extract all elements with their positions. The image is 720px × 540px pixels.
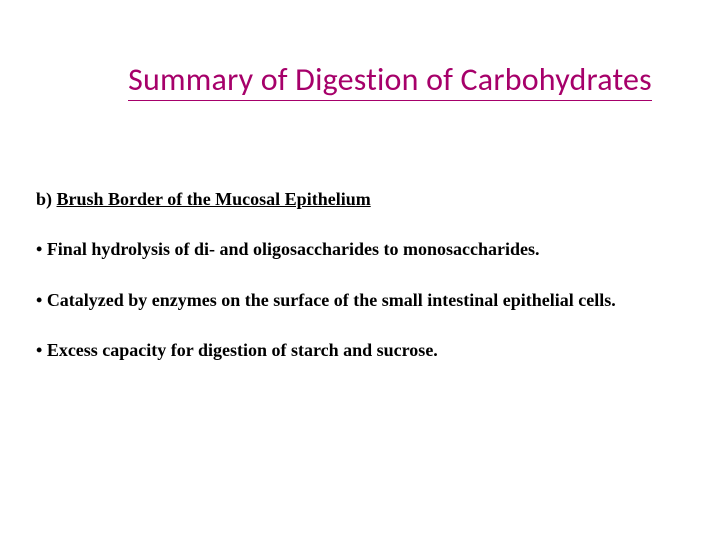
list-item: • Excess capacity for digestion of starc… (36, 339, 684, 362)
bullet-marker: • (36, 290, 42, 310)
section-subheading: b) Brush Border of the Mucosal Epitheliu… (36, 189, 684, 210)
list-item: • Catalyzed by enzymes on the surface of… (36, 289, 684, 312)
bullet-text: Excess capacity for digestion of starch … (47, 340, 438, 360)
list-item: • Final hydrolysis of di- and oligosacch… (36, 238, 684, 261)
slide-container: Summary of Digestion of Carbohydrates b)… (0, 0, 720, 540)
bullet-text: Final hydrolysis of di- and oligosacchar… (47, 239, 540, 259)
slide-title: Summary of Digestion of Carbohydrates (36, 60, 684, 99)
bullet-marker: • (36, 340, 42, 360)
bullet-marker: • (36, 239, 42, 259)
subheading-prefix: b) (36, 189, 57, 209)
subheading-underlined: Brush Border of the Mucosal Epithelium (57, 189, 371, 209)
bullet-text: Catalyzed by enzymes on the surface of t… (47, 290, 616, 310)
bullet-list: • Final hydrolysis of di- and oligosacch… (36, 238, 684, 362)
title-text: Summary of Digestion of Carbohydrates (128, 60, 652, 101)
